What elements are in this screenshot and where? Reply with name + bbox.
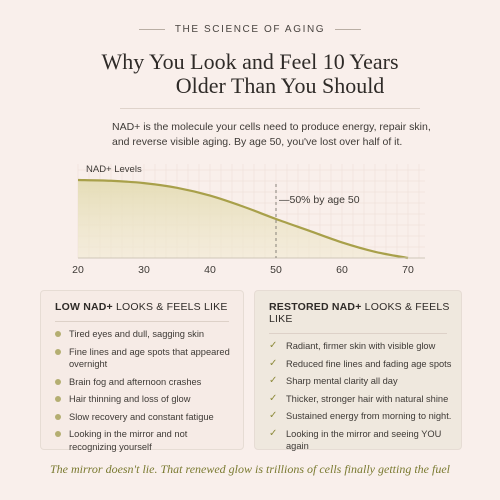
low-card-title: LOW NAD+ LOOKS & FEELS LIKE (55, 301, 243, 313)
list-item: Slow recovery and constant fatigue (55, 411, 235, 424)
x-tick-label: 70 (402, 264, 414, 276)
low-card-divider (55, 321, 229, 322)
list-item: Brain fog and afternoon crashes (55, 376, 235, 389)
low-card-title-bold: LOW NAD+ (55, 301, 113, 313)
list-item-text: Tired eyes and dull, sagging skin (69, 329, 205, 339)
annotation-label: —50% by age 50 (279, 194, 360, 206)
check-icon: ✓ (269, 357, 278, 369)
list-item: ✓ Reduced fine lines and fading age spots (269, 358, 453, 371)
dot-icon (55, 331, 61, 337)
dot-icon (55, 431, 61, 437)
list-item: ✓ Sustained energy from morning to night. (269, 410, 453, 423)
eyebrow: THE SCIENCE OF AGING (0, 22, 500, 36)
list-item-text: Brain fog and afternoon crashes (69, 376, 202, 387)
x-tick-label: 20 (72, 264, 84, 276)
x-tick-label: 50 (270, 264, 282, 276)
low-card-title-rest: LOOKS & FEELS LIKE (112, 301, 228, 313)
title-line-1: Why You Look and Feel 10 Years (101, 49, 399, 74)
comparison-cards: LOW NAD+ LOOKS & FEELS LIKE Tired eyes a… (40, 290, 462, 453)
check-icon: ✓ (269, 375, 278, 386)
nad-line (77, 178, 409, 260)
check-icon: ✓ (269, 392, 278, 404)
nad-chart: —50% by age 50 NAD+ Levels 20 30 40 50 60 70 (0, 150, 500, 280)
nad-chart-svg: —50% by age 50 NAD+ Levels 20 30 40 50 60 70 (72, 164, 425, 276)
list-item-text: Sharp mental clarity all day (286, 376, 398, 386)
dot-icon (55, 378, 61, 385)
y-axis-label: NAD+ Levels (86, 164, 142, 175)
dot-icon (55, 348, 61, 355)
restored-card-title: RESTORED NAD+ LOOKS & FEELS LIKE (269, 301, 461, 325)
intro-text: NAD+ is the molecule your cells need to … (112, 121, 431, 148)
check-icon: ✓ (269, 340, 278, 351)
check-icon: ✓ (269, 427, 278, 439)
eyebrow-divider-left (138, 28, 165, 30)
list-item: ✓ Sharp mental clarity all day (269, 375, 453, 388)
check-icon: ✓ (269, 410, 278, 421)
restored-card-title-rest: LOOKS & FEELS LIKE (269, 301, 450, 325)
list-item-text: Reduced fine lines and fading age spots (286, 358, 452, 369)
eyebrow-text: THE SCIENCE OF AGING (174, 23, 326, 35)
list-item: Looking in the mirror and not recognizin… (55, 428, 235, 453)
list-item-text: Looking in the mirror and not recognizin… (69, 429, 188, 452)
title-line-2: Older Than You Should (175, 73, 385, 98)
x-tick-label: 40 (204, 264, 216, 276)
list-item: ✓ Radiant, firmer skin with visible glow (269, 340, 453, 353)
footer-tagline: The mirror doesn't lie. That renewed glo… (50, 462, 450, 476)
nad-area (78, 180, 408, 258)
x-tick-label: 30 (138, 264, 150, 276)
list-item-text: Sustained energy from morning to night. (286, 411, 452, 421)
list-item-text: Radiant, firmer skin with visible glow (286, 341, 436, 351)
list-item-text: Fine lines and age spots that appeared o… (69, 346, 230, 370)
restored-benefit-list: ✓ Radiant, firmer skin with visible glow ✓… (255, 340, 461, 453)
list-item: Fine lines and age spots that appeared o… (55, 346, 235, 371)
page-title: Why You Look and Feel 10 Years Older Tha… (0, 50, 500, 98)
x-tick-label: 60 (336, 264, 348, 276)
restored-nad-card: RESTORED NAD+ LOOKS & FEELS LIKE ✓ Radian… (254, 290, 462, 453)
list-item: Tired eyes and dull, sagging skin (55, 328, 235, 341)
list-item-text: Hair thinning and loss of glow (69, 394, 191, 404)
eyebrow-divider-right (335, 28, 362, 30)
list-item-text: Slow recovery and constant fatigue (69, 411, 214, 422)
list-item: ✓ Looking in the mirror and seeing YOU ag… (269, 428, 453, 453)
list-item: Hair thinning and loss of glow (55, 393, 235, 406)
low-nad-card: LOW NAD+ LOOKS & FEELS LIKE Tired eyes a… (40, 290, 244, 453)
low-symptom-list: Tired eyes and dull, sagging skin Fine li… (41, 328, 243, 453)
dot-icon (55, 413, 61, 420)
title-divider (120, 108, 420, 109)
restored-card-title-bold: RESTORED NAD+ (269, 301, 362, 313)
restored-card-divider (269, 333, 447, 334)
list-item-text: Thicker, stronger hair with natural shin… (286, 393, 449, 404)
list-item: ✓ Thicker, stronger hair with natural shi… (269, 393, 453, 406)
x-ticks: 20 30 40 50 60 70 (72, 264, 414, 276)
list-item-text: Looking in the mirror and seeing YOU aga… (286, 428, 442, 452)
dot-icon (55, 396, 61, 402)
